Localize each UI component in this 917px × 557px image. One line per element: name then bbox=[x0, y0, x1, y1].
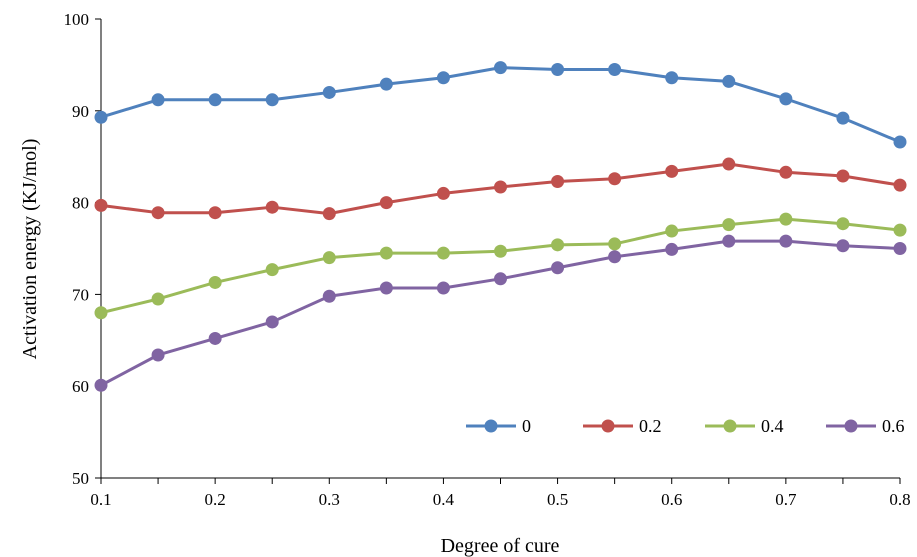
data-point bbox=[608, 237, 622, 251]
legend-marker bbox=[844, 419, 858, 433]
legend-label: 0.4 bbox=[761, 416, 784, 436]
data-point bbox=[893, 223, 907, 237]
series-0.6 bbox=[94, 234, 907, 392]
data-point bbox=[265, 263, 279, 277]
data-point bbox=[265, 315, 279, 329]
data-point bbox=[608, 62, 622, 76]
data-point bbox=[608, 250, 622, 264]
data-point bbox=[379, 246, 393, 260]
data-point bbox=[779, 234, 793, 248]
y-axis-title: Activation energy (KJ/mol) bbox=[19, 139, 41, 360]
data-point bbox=[779, 165, 793, 179]
data-point bbox=[893, 135, 907, 149]
data-point bbox=[494, 61, 507, 75]
data-point bbox=[836, 111, 850, 125]
x-tick-label: 0.1 bbox=[90, 490, 111, 509]
data-point bbox=[322, 251, 336, 265]
legend-item: 0 bbox=[466, 416, 531, 436]
legend-item: 0.6 bbox=[826, 416, 905, 436]
series-line bbox=[100, 217, 901, 315]
series-layer bbox=[94, 61, 907, 392]
data-point bbox=[551, 238, 565, 252]
data-point bbox=[208, 331, 222, 345]
series-0 bbox=[94, 61, 907, 149]
x-axis-title: Degree of cure bbox=[441, 535, 560, 557]
data-point bbox=[494, 244, 507, 258]
data-point bbox=[665, 71, 679, 85]
series-0.4 bbox=[94, 212, 907, 320]
data-point bbox=[322, 207, 336, 221]
data-point bbox=[94, 378, 108, 392]
data-point bbox=[779, 212, 793, 226]
data-point bbox=[836, 169, 850, 183]
data-point bbox=[494, 272, 507, 286]
x-tick-label: 0.8 bbox=[889, 490, 910, 509]
axes: 50 60 70 80 90 100 0.1 0.2 0.3 0.4 0.5 0.6 0.7 0.8 bbox=[64, 10, 911, 509]
series-0.2 bbox=[94, 157, 907, 221]
series-line bbox=[100, 239, 901, 387]
data-point bbox=[379, 281, 393, 295]
x-tick-label: 0.7 bbox=[775, 490, 797, 509]
data-point bbox=[94, 110, 108, 124]
data-point bbox=[379, 196, 393, 210]
data-point bbox=[494, 180, 507, 194]
data-point bbox=[379, 77, 393, 91]
data-point bbox=[436, 281, 450, 295]
data-point bbox=[722, 157, 736, 171]
y-tick-label: 60 bbox=[72, 377, 89, 396]
x-tick-label: 0.3 bbox=[319, 490, 340, 509]
data-point bbox=[322, 85, 336, 99]
data-point bbox=[265, 200, 279, 214]
y-tick-label: 70 bbox=[72, 285, 89, 304]
data-point bbox=[665, 224, 679, 238]
legend-item: 0.2 bbox=[583, 416, 662, 436]
data-point bbox=[151, 348, 165, 362]
legend-marker bbox=[484, 419, 498, 433]
x-tick-label: 0.5 bbox=[547, 490, 568, 509]
legend-label: 0.6 bbox=[882, 416, 905, 436]
legend-label: 0.2 bbox=[639, 416, 662, 436]
data-point bbox=[151, 292, 165, 306]
data-point bbox=[665, 242, 679, 256]
legend-marker bbox=[601, 419, 615, 433]
data-point bbox=[208, 275, 222, 289]
legend-marker bbox=[723, 419, 737, 433]
data-point bbox=[893, 242, 907, 255]
legend-item: 0.4 bbox=[705, 416, 784, 436]
data-point bbox=[436, 71, 450, 85]
data-point bbox=[722, 74, 736, 88]
x-tick-label: 0.4 bbox=[433, 490, 455, 509]
legend-label: 0 bbox=[522, 416, 531, 436]
data-point bbox=[893, 178, 907, 192]
data-point bbox=[94, 198, 108, 212]
y-tick-label: 90 bbox=[72, 102, 89, 121]
data-point bbox=[722, 218, 736, 232]
y-tick-label: 100 bbox=[64, 10, 90, 29]
data-point bbox=[436, 246, 450, 260]
data-point bbox=[94, 306, 108, 320]
data-point bbox=[551, 174, 565, 188]
x-tick-label: 0.6 bbox=[661, 490, 682, 509]
data-point bbox=[208, 206, 222, 220]
data-point bbox=[208, 93, 222, 107]
data-point bbox=[608, 172, 622, 186]
data-point bbox=[836, 239, 850, 253]
data-point bbox=[665, 164, 679, 178]
y-tick-label: 50 bbox=[72, 469, 89, 488]
data-point bbox=[722, 234, 736, 248]
data-point bbox=[551, 261, 565, 275]
legend: 0 0.2 0.4 0.6 bbox=[466, 416, 905, 436]
data-point bbox=[836, 217, 850, 231]
data-point bbox=[265, 93, 279, 107]
x-tick-label: 0.2 bbox=[205, 490, 226, 509]
series-line bbox=[100, 66, 901, 144]
data-point bbox=[322, 289, 336, 303]
data-point bbox=[151, 93, 165, 107]
y-tick-label: 80 bbox=[72, 194, 89, 213]
data-point bbox=[436, 186, 450, 200]
data-point bbox=[551, 62, 565, 76]
data-point bbox=[779, 92, 793, 106]
data-point bbox=[151, 206, 165, 220]
